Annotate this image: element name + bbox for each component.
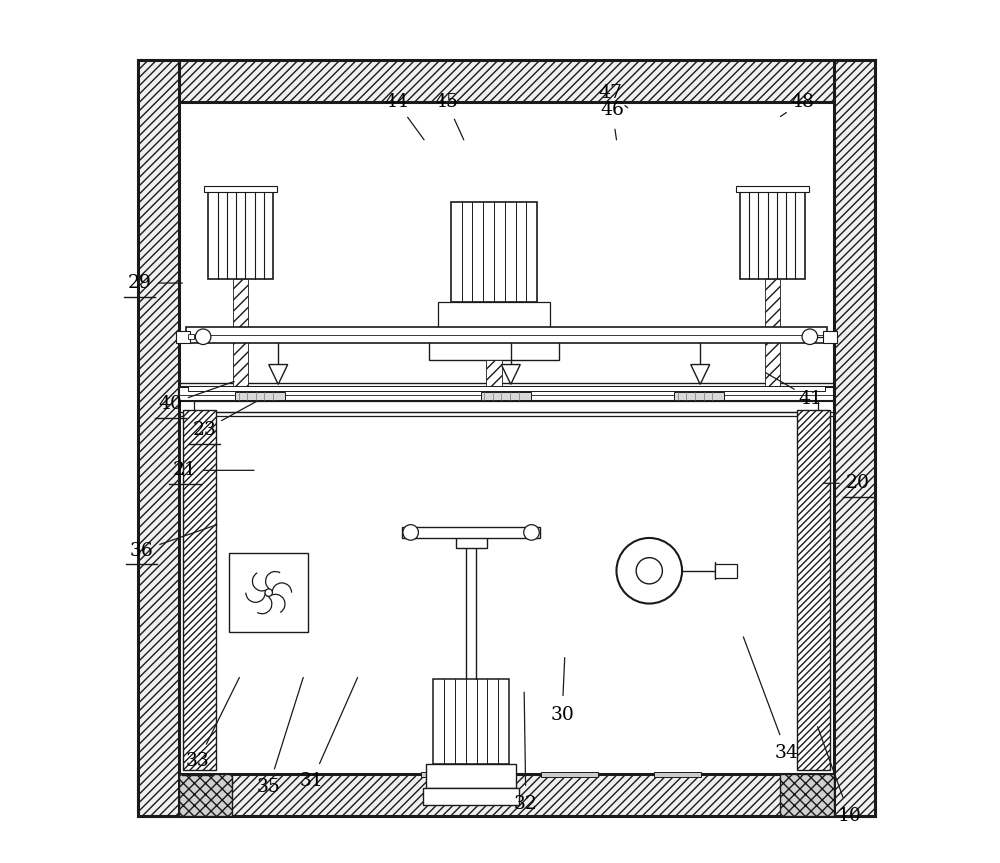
Text: 29: 29 [127,274,151,292]
Bar [715,564,737,577]
Bar [204,186,277,192]
Text: 32: 32 [514,796,538,813]
Bar [433,679,509,764]
Text: 36: 36 [130,542,154,559]
Bar [188,334,194,339]
Bar [674,392,724,400]
Text: 41: 41 [799,390,823,407]
Bar [429,334,559,360]
Circle shape [802,329,818,344]
Circle shape [524,525,539,540]
Bar [780,774,834,816]
Text: 45: 45 [434,93,458,110]
Text: 48: 48 [790,93,814,110]
Bar [138,60,179,816]
Text: 35: 35 [257,778,281,796]
Bar [823,331,837,343]
Bar [183,410,216,770]
Circle shape [616,538,682,603]
Text: 20: 20 [846,475,870,492]
Circle shape [265,589,272,596]
Bar [179,387,834,401]
Bar [194,401,818,413]
Bar [481,392,531,400]
Text: 33: 33 [186,753,210,770]
Text: 47: 47 [598,85,622,102]
Circle shape [636,557,662,584]
Bar [179,774,232,816]
Bar [138,60,875,102]
Bar [797,410,830,770]
Text: 34: 34 [775,744,798,761]
Bar [654,772,701,777]
Polygon shape [691,364,710,384]
Text: 30: 30 [550,706,574,723]
Text: 46: 46 [600,102,624,119]
Bar [235,392,285,400]
Bar [188,387,825,391]
Circle shape [195,329,211,344]
Bar [402,527,540,538]
Text: 23: 23 [193,421,217,438]
Text: 10: 10 [838,807,861,824]
Bar [179,102,834,774]
Polygon shape [501,364,520,384]
Bar [451,202,537,301]
Text: 31: 31 [300,772,324,790]
Bar [138,774,875,816]
Bar [421,772,477,777]
Bar [176,331,190,343]
Bar [208,192,273,279]
Bar [423,788,519,805]
Bar [438,301,550,334]
Bar [186,327,827,343]
Polygon shape [269,364,288,384]
Text: 40: 40 [158,395,182,413]
Bar [456,529,487,548]
Bar [426,764,516,788]
Bar [486,360,502,387]
Bar [740,192,805,279]
Bar [834,60,875,816]
Bar [229,553,308,633]
Text: 21: 21 [173,462,197,479]
Circle shape [403,525,418,540]
Text: 44: 44 [384,93,408,110]
Bar [541,772,598,777]
Bar [765,279,780,387]
Bar [736,186,809,192]
Bar [233,279,248,387]
